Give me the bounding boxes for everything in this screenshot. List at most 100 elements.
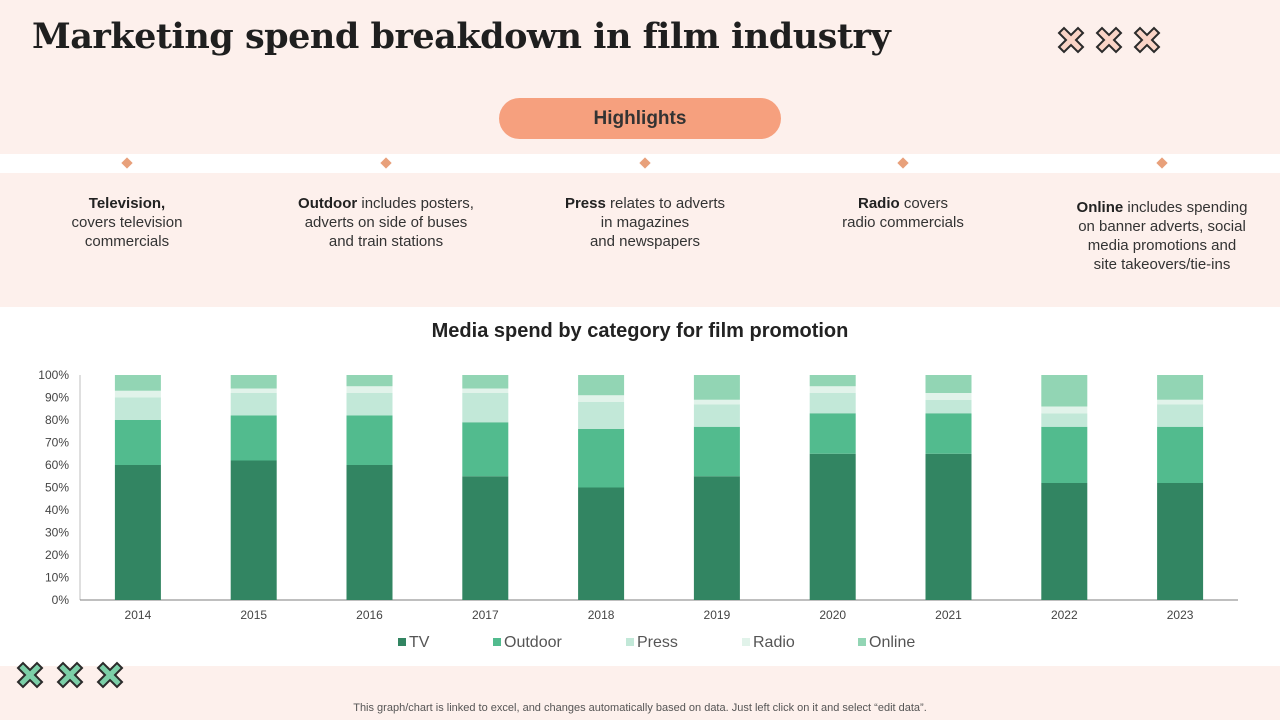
- bar-segment-outdoor: [114, 420, 161, 465]
- timeline-diamond-icon: [897, 157, 909, 169]
- bar-segment-press: [693, 404, 740, 427]
- bar-segment-radio: [462, 388, 509, 393]
- y-tick-label: 90%: [45, 391, 69, 405]
- highlight-press: Press relates to adverts in magazines an…: [535, 194, 755, 251]
- bar-segment-online: [1157, 375, 1204, 400]
- y-tick-label: 80%: [45, 413, 69, 427]
- footer-band: [0, 666, 1280, 720]
- timeline-diamond-icon: [639, 157, 651, 169]
- x-tick-label: 2023: [1167, 608, 1194, 622]
- bar-segment-online: [346, 375, 393, 387]
- highlight-line: relates to adverts: [605, 195, 726, 212]
- y-tick-label: 10%: [45, 571, 69, 585]
- highlight-line: covers: [899, 195, 949, 212]
- bar-segment-tv: [346, 465, 393, 600]
- bar-segment-press: [462, 393, 509, 423]
- x-tick-label: 2014: [125, 608, 152, 622]
- x-tick-label: 2017: [472, 608, 499, 622]
- x-tick-label: 2022: [1051, 608, 1078, 622]
- highlight-line: media promotions and: [1087, 237, 1237, 254]
- y-tick-label: 50%: [45, 481, 69, 495]
- bar-segment-radio: [346, 386, 393, 393]
- bar-segment-tv: [1041, 483, 1088, 600]
- legend-label: Radio: [753, 634, 795, 651]
- highlight-line: includes posters,: [357, 195, 474, 212]
- bar-segment-outdoor: [578, 429, 625, 488]
- y-tick-label: 100%: [38, 368, 69, 382]
- y-tick-label: 70%: [45, 436, 69, 450]
- highlight-heading: Outdoor: [298, 195, 358, 212]
- bar-segment-press: [1041, 413, 1088, 427]
- bar-segment-outdoor: [230, 415, 277, 461]
- x-mark-icon: [1095, 26, 1123, 54]
- bar-segment-press: [1157, 404, 1204, 427]
- highlight-line: covers television: [71, 214, 183, 231]
- decorative-x-marks-bottom: [14, 659, 126, 691]
- highlight-line: and train stations: [328, 233, 444, 250]
- highlights-pill: Highlights: [499, 98, 781, 139]
- bar-segment-radio: [1041, 406, 1088, 414]
- bar-segment-tv: [925, 453, 972, 600]
- timeline-diamond-icon: [380, 157, 392, 169]
- bar-segment-radio: [925, 393, 972, 400]
- y-tick-label: 60%: [45, 458, 69, 472]
- y-tick-label: 30%: [45, 526, 69, 540]
- bar-segment-radio: [1157, 399, 1204, 405]
- bar-segment-radio: [230, 388, 277, 393]
- bar-segment-outdoor: [809, 413, 856, 454]
- bar-segment-tv: [462, 476, 509, 600]
- bar-segment-outdoor: [1041, 426, 1088, 483]
- highlight-heading: Online: [1076, 199, 1124, 216]
- legend-swatch: [742, 638, 750, 646]
- highlight-television: Television, covers television commercial…: [17, 194, 237, 251]
- bar-segment-press: [346, 393, 393, 416]
- bar-segment-tv: [578, 487, 625, 600]
- legend-label: Outdoor: [504, 634, 562, 651]
- highlight-line: in magazines: [600, 214, 690, 231]
- x-tick-label: 2015: [240, 608, 267, 622]
- highlight-line: radio commercials: [842, 214, 964, 231]
- highlight-line: and newspapers: [589, 233, 701, 250]
- bar-segment-online: [693, 375, 740, 400]
- stacked-bar-chart: 0% 10% 20% 30% 40% 50% 60% 70% 80% 90% 100% 2014 201…: [38, 368, 1238, 651]
- x-tick-label: 2018: [588, 608, 615, 622]
- y-tick-label: 0%: [52, 593, 70, 607]
- x-tick-label: 2021: [935, 608, 962, 622]
- bar-segment-tv: [230, 460, 277, 600]
- timeline-diamond-icon: [1156, 157, 1168, 169]
- bar-segment-press: [230, 393, 277, 416]
- x-mark-icon: [96, 661, 124, 689]
- bar-segment-outdoor: [462, 422, 509, 477]
- x-tick-label: 2016: [356, 608, 383, 622]
- bar-segment-radio: [693, 399, 740, 405]
- bar-segment-online: [809, 375, 856, 387]
- bar-segment-outdoor: [925, 413, 972, 454]
- bar-segment-press: [809, 393, 856, 414]
- highlight-line: commercials: [84, 233, 170, 250]
- bar-segment-tv: [114, 465, 161, 600]
- bar-segment-press: [114, 397, 161, 420]
- highlight-heading: Television,: [88, 195, 166, 212]
- highlights-band: [0, 173, 1280, 307]
- bar-segment-tv: [693, 476, 740, 600]
- bar-segment-outdoor: [693, 426, 740, 477]
- highlight-line: site takeovers/tie-ins: [1093, 256, 1231, 273]
- x-mark-icon: [1133, 26, 1161, 54]
- bar-segment-online: [462, 375, 509, 389]
- bar-segment-radio: [578, 395, 625, 402]
- legend-swatch: [626, 638, 634, 646]
- highlight-outdoor: Outdoor includes posters, adverts on sid…: [276, 194, 496, 251]
- chart-title: Media spend by category for film promoti…: [431, 320, 849, 342]
- x-tick-label: 2020: [819, 608, 846, 622]
- highlight-line: includes spending: [1123, 199, 1248, 216]
- legend-label: Online: [869, 634, 915, 651]
- bar-segment-tv: [1157, 483, 1204, 600]
- x-mark-icon: [16, 661, 44, 689]
- bar-segment-radio: [809, 386, 856, 393]
- bar-segment-press: [578, 402, 625, 429]
- bar-segment-online: [578, 375, 625, 396]
- page-title: Marketing spend breakdown in film indust…: [32, 16, 891, 57]
- legend-swatch: [398, 638, 406, 646]
- highlight-online: Online includes spending on banner adver…: [1052, 198, 1272, 274]
- bar-segment-online: [230, 375, 277, 389]
